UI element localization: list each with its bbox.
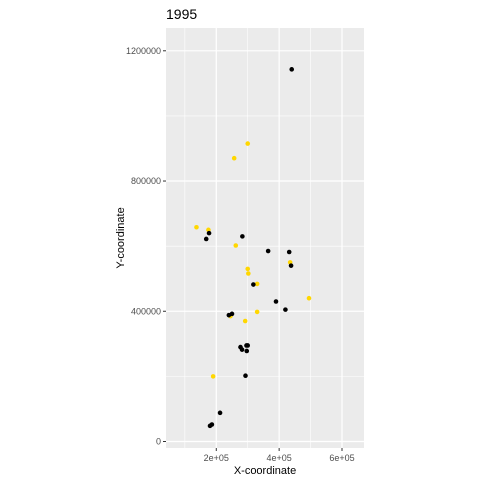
data-point-series-2 — [206, 230, 212, 236]
data-point-series-1 — [254, 281, 260, 287]
grid-lines — [166, 28, 364, 448]
data-point-series-2 — [289, 67, 295, 72]
data-point-series-1 — [306, 295, 312, 301]
x-tick-label: 4e+05 — [267, 453, 292, 463]
data-point-series-2 — [239, 347, 245, 352]
axis-ticks: 2e+05 4e+05 6e+05 0 400000 800000 1200000 — [126, 46, 355, 463]
data-point-series-2 — [265, 248, 271, 254]
x-tick-label: 6e+05 — [329, 453, 354, 463]
data-point-series-2 — [229, 311, 235, 317]
y-tick-label: 0 — [156, 436, 161, 446]
x-tick-label: 2e+05 — [204, 453, 229, 463]
y-axis-title: Y-coordinate — [115, 207, 127, 268]
y-tick-label: 800000 — [131, 176, 161, 186]
y-tick-label: 400000 — [131, 306, 161, 316]
data-points — [194, 67, 312, 429]
data-point-series-2 — [244, 348, 250, 354]
data-point-series-2 — [251, 282, 256, 287]
data-point-series-2 — [240, 234, 245, 239]
data-point-series-2 — [288, 263, 294, 268]
data-point-series-2 — [245, 343, 251, 348]
data-point-series-2 — [273, 299, 279, 304]
data-point-series-2 — [286, 249, 292, 255]
plot-panel — [166, 28, 364, 448]
data-point-series-1 — [194, 224, 199, 230]
data-point-series-1 — [254, 309, 260, 315]
chart-title: 1995 — [166, 6, 197, 22]
data-point-series-1 — [245, 141, 251, 146]
data-point-series-2 — [207, 423, 213, 429]
y-tick-label: 1200000 — [126, 46, 161, 56]
data-point-series-1 — [231, 155, 237, 161]
data-point-series-2 — [203, 236, 209, 242]
data-point-series-1 — [246, 271, 251, 276]
data-point-series-2 — [243, 373, 248, 379]
data-point-series-1 — [242, 318, 248, 324]
data-point-series-1 — [233, 243, 239, 248]
data-point-series-2 — [283, 307, 288, 312]
x-axis-title: X-coordinate — [234, 465, 296, 477]
data-point-series-1 — [245, 266, 251, 272]
data-point-series-2 — [217, 410, 223, 416]
data-point-series-1 — [210, 374, 216, 379]
